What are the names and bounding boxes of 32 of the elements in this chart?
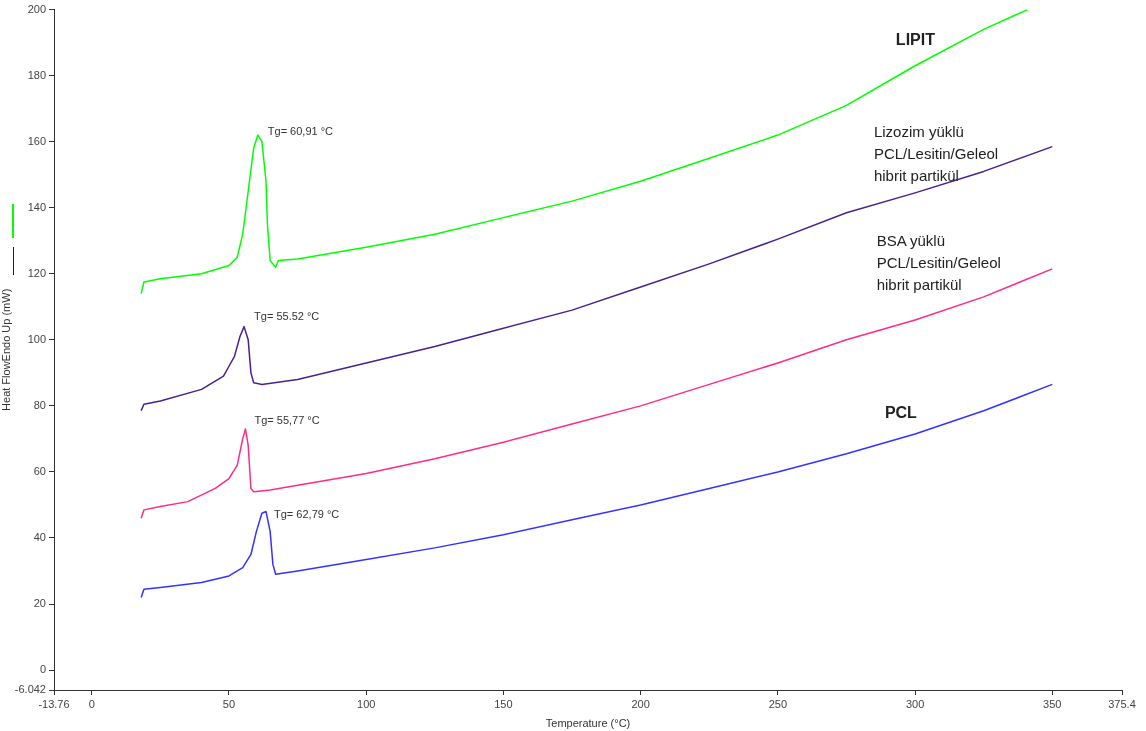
x-tick-label: 250	[768, 697, 788, 710]
y-tick-label: 100	[27, 332, 46, 345]
y-tick-label: 160	[27, 134, 46, 147]
annotation: Tg= 55.52 °C	[254, 309, 320, 322]
x-tick-label: 100	[357, 697, 376, 710]
annotation: Tg= 62,79 °C	[274, 507, 340, 520]
y-tick-label: -6.042	[14, 683, 46, 696]
x-tick-label: 350	[1043, 697, 1062, 710]
y-tick-label: 140	[27, 200, 46, 213]
y-tick-label: 180	[27, 68, 46, 81]
x-tick-label: 50	[222, 697, 236, 710]
x-tick-label: 375.4	[1108, 697, 1136, 710]
series-label: LIPIT	[895, 31, 936, 49]
y-tick-label: 40	[33, 530, 46, 543]
x-tick-label: 200	[631, 697, 650, 710]
annotation: Tg= 60,91 °C	[267, 125, 334, 138]
y-tick-label: 0	[39, 663, 46, 676]
series-label: BSA yüklü PCL/Lesitin/Geleol hibrit partikül	[876, 231, 1001, 293]
series-label: Lizozim yüklü PCL/Lesitin/Geleol hibrit partikül	[873, 122, 999, 184]
x-axis-title: Temperature (°C)	[545, 717, 631, 730]
y-tick-label: 80	[33, 398, 46, 411]
y-tick-label: 120	[27, 266, 46, 279]
series-label: PCL	[884, 404, 918, 422]
annotation: Tg= 55,77 °C	[254, 414, 320, 427]
y-tick-label: 60	[33, 464, 46, 477]
y-axis-title: Heat FlowEndo Up (mW)	[0, 288, 12, 411]
y-tick-label: 20	[33, 597, 46, 610]
x-tick-label: 0	[88, 697, 95, 710]
x-tick-label: 150	[494, 697, 513, 710]
x-tick-label: 300	[905, 697, 925, 710]
y-tick-label: 200	[27, 2, 46, 15]
x-tick-label: -13.76	[38, 697, 70, 710]
